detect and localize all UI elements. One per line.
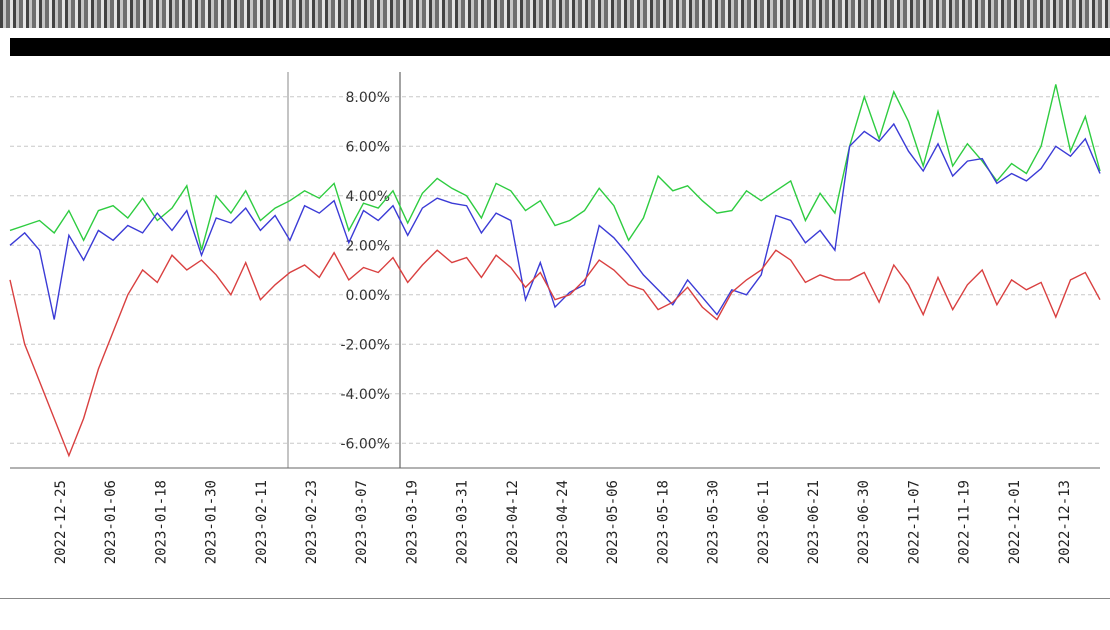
y-tick-label: 2.00% <box>346 238 390 254</box>
y-tick-label: 4.00% <box>346 189 390 205</box>
plot-background <box>10 72 1100 468</box>
x-tick-label: 2023-03-31 <box>455 480 471 564</box>
y-tick-label: -4.00% <box>340 387 390 403</box>
series-line-1 <box>9 84 1101 251</box>
x-tick-label: 2023-04-24 <box>555 480 571 564</box>
y-tick-label: 6.00% <box>346 139 390 155</box>
x-tick-label: 2022-12-25 <box>53 480 69 564</box>
x-tick-label: 2023-01-30 <box>204 480 220 564</box>
x-tick-label: 2023-04-12 <box>505 480 521 564</box>
x-tick-label: 2023-02-23 <box>304 480 320 564</box>
title-banner <box>0 0 1110 28</box>
x-tick-label: 2023-06-11 <box>756 480 772 564</box>
series-line-3 <box>9 249 1101 458</box>
y-tick-label: -6.00% <box>340 436 390 452</box>
x-tick-label: 2023-05-18 <box>655 480 671 564</box>
x-tick-label: 2023-03-07 <box>354 480 370 564</box>
series-lines <box>9 84 1101 458</box>
y-tick-label: -2.00% <box>340 337 390 353</box>
x-tick-label: 2023-01-18 <box>153 480 169 564</box>
chart-title-band <box>10 38 1110 56</box>
x-tick-label: 2023-02-11 <box>254 480 270 564</box>
x-axis-tick-labels: 2022-12-25 2023-01-06 2023-01-18 2023-01-30… <box>53 480 1073 564</box>
x-tick-label: 2022-11-19 <box>957 480 973 564</box>
y-tick-label: 0.00% <box>346 288 390 304</box>
line-chart: 8.00% 6.00% 4.00% 2.00% 0.00% -2.00% -4.00% -6.… <box>9 72 1101 564</box>
y-tick-label: 8.00% <box>346 90 390 106</box>
x-tick-label: 2023-05-06 <box>605 480 621 564</box>
y-axis-tick-labels: 8.00% 6.00% 4.00% 2.00% 0.00% -2.00% -4.00% -6.… <box>340 90 390 453</box>
x-tick-label: 2023-01-06 <box>103 480 119 564</box>
x-tick-label: 2023-06-30 <box>856 480 872 564</box>
legend <box>0 598 1110 630</box>
series-line-2 <box>9 122 1101 320</box>
x-tick-label: 2023-03-19 <box>404 480 420 564</box>
x-tick-label: 2022-11-07 <box>906 480 922 564</box>
x-tick-label: 2023-06-21 <box>806 480 822 564</box>
x-tick-label: 2023-05-30 <box>706 480 722 564</box>
x-tick-label: 2022-12-01 <box>1007 480 1023 564</box>
x-tick-label: 2022-12-13 <box>1057 480 1073 564</box>
plot-area <box>10 72 1100 468</box>
